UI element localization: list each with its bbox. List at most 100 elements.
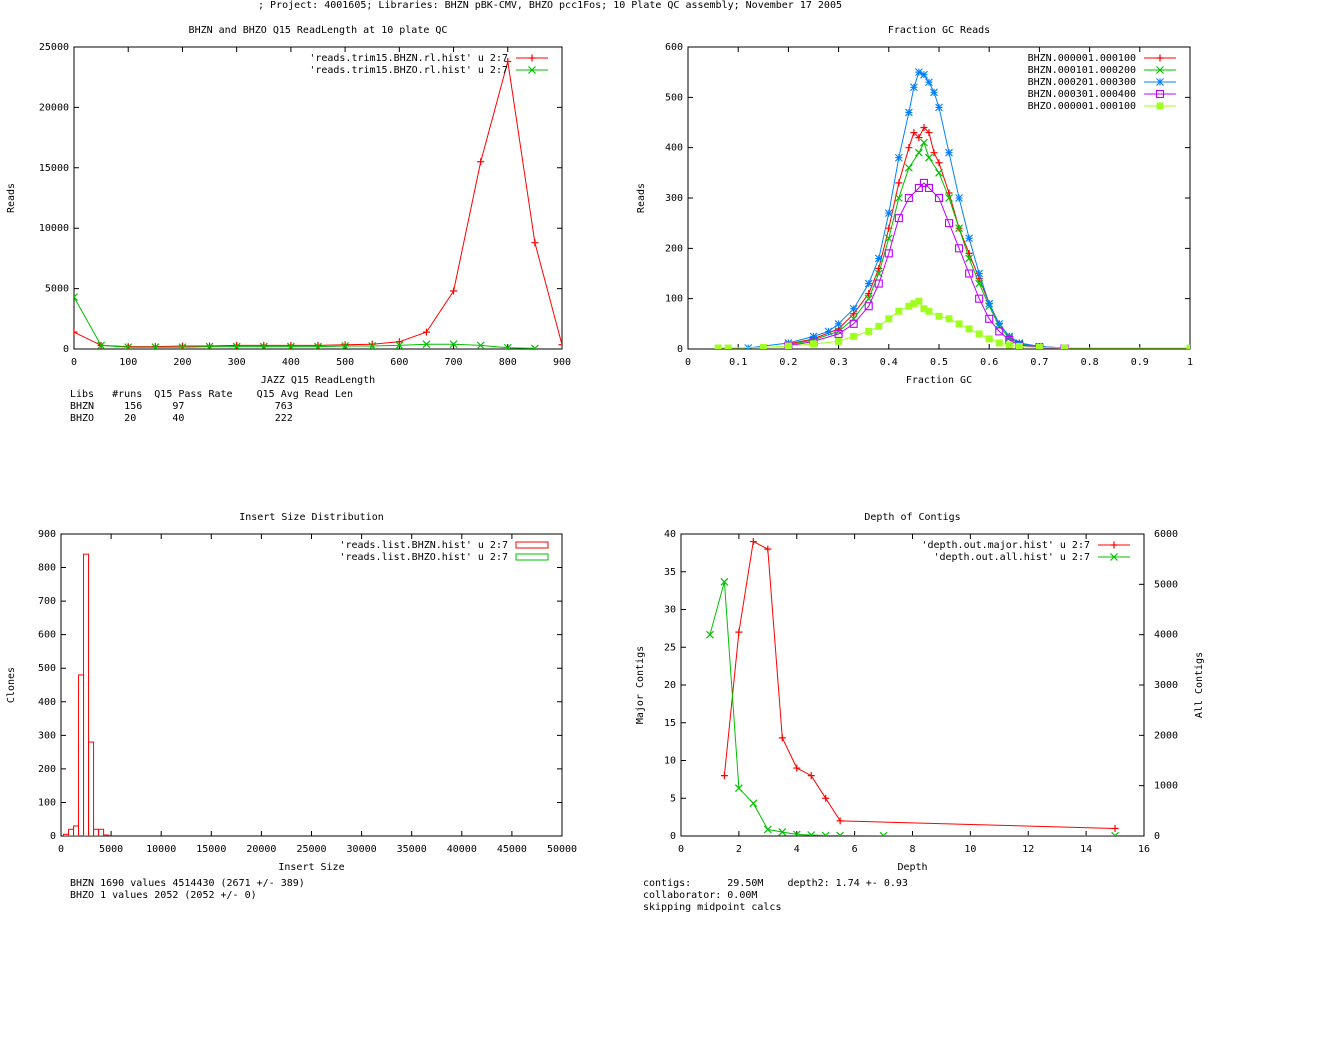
- data-point: [286, 342, 295, 349]
- x-tick-label: 2: [736, 844, 742, 855]
- y2-tick-label: 5000: [1154, 579, 1178, 590]
- x-tick-label: 0.4: [880, 357, 898, 368]
- data-point: [792, 830, 801, 836]
- legend-marker: [1110, 541, 1118, 549]
- x-tick-label: 1: [1187, 357, 1193, 368]
- histogram-bar: [83, 553, 90, 836]
- data-point: [822, 794, 830, 802]
- data-point: [233, 341, 241, 349]
- data-point: [124, 343, 133, 349]
- data-point: [885, 315, 893, 323]
- y-tick-label: 100: [665, 294, 683, 305]
- legend-marker: [1156, 66, 1164, 74]
- y2-tick-label: 6000: [1154, 529, 1178, 540]
- y-axis-label: Major Contigs: [635, 646, 646, 724]
- series-line: [709, 581, 1116, 836]
- y-tick-label: 30: [664, 605, 676, 616]
- histogram-bar: [68, 828, 75, 836]
- data-point: [835, 337, 843, 345]
- data-point: [930, 149, 938, 157]
- y-tick-label: 300: [38, 730, 56, 741]
- y-axis-label: Reads: [636, 183, 647, 213]
- legend-marker: [1110, 553, 1118, 561]
- x-tick-label: 12: [1022, 844, 1034, 855]
- data-point: [925, 153, 933, 162]
- data-point: [874, 254, 883, 263]
- x-tick-label: 20000: [246, 844, 276, 855]
- data-point: [925, 129, 933, 137]
- data-point: [74, 293, 78, 301]
- data-point: [920, 305, 928, 313]
- y-tick-label: 100: [38, 797, 56, 808]
- data-point: [836, 831, 845, 836]
- x-axis-label: Fraction GC: [906, 375, 972, 386]
- x-tick-label: 25000: [296, 844, 326, 855]
- data-point: [955, 224, 964, 233]
- data-point: [955, 244, 964, 253]
- x-tick-label: 0.7: [1030, 357, 1048, 368]
- data-point: [720, 772, 728, 780]
- data-point: [720, 577, 729, 586]
- y-tick-label: 700: [38, 596, 56, 607]
- x-tick-label: 500: [336, 357, 354, 368]
- y-tick-label: 10: [664, 756, 676, 767]
- data-point: [1186, 344, 1190, 349]
- data-point: [778, 828, 787, 836]
- data-point: [850, 332, 858, 340]
- data-point: [834, 327, 843, 336]
- data-point: [919, 178, 928, 187]
- data-point: [151, 343, 160, 349]
- legend-entry-label: BHZN.000301.000400: [1028, 89, 1136, 100]
- data-point: [749, 799, 758, 808]
- data-point: [558, 341, 562, 349]
- plot-frame: [680, 533, 1145, 837]
- data-point: [985, 335, 993, 343]
- legend-entry-label: BHZN.000001.000100: [1028, 53, 1136, 64]
- x-tick-label: 16: [1138, 844, 1150, 855]
- y-axis-label: Clones: [6, 667, 17, 703]
- series-line: [723, 540, 1116, 829]
- y2-tick-label: 4000: [1154, 630, 1178, 641]
- data-point: [807, 772, 815, 780]
- data-point: [920, 70, 928, 79]
- data-point: [1111, 824, 1119, 832]
- chart-readlength: BHZN and BHZO Q15 ReadLength at 10 plate…: [6, 25, 571, 386]
- data-point: [477, 158, 485, 166]
- x-tick-label: 800: [499, 357, 517, 368]
- data-point: [945, 148, 953, 157]
- data-point: [1005, 341, 1013, 349]
- legend-entry-label: 'reads.list.BHZO.hist' u 2:7: [339, 552, 508, 563]
- y-tick-label: 800: [38, 563, 56, 574]
- series-group: [63, 553, 110, 836]
- data-point: [875, 264, 883, 272]
- data-point: [1035, 343, 1043, 349]
- x-axis-label: Depth: [897, 862, 927, 873]
- data-point: [395, 341, 404, 349]
- data-point: [985, 314, 994, 323]
- data-point: [450, 287, 458, 295]
- data-point: [259, 342, 268, 349]
- legend-entry-label: BHZN.000201.000300: [1028, 77, 1136, 88]
- chart-title: Fraction GC Reads: [888, 25, 990, 36]
- y-tick-label: 40: [664, 529, 676, 540]
- y-tick-label: 15: [664, 718, 676, 729]
- data-point: [178, 342, 186, 349]
- data-point: [910, 83, 918, 92]
- data-point: [905, 302, 913, 310]
- y-tick-label: 500: [665, 92, 683, 103]
- y-tick-label: 200: [38, 764, 56, 775]
- data-point: [849, 319, 858, 328]
- histogram-bar: [78, 674, 85, 836]
- x-tick-label: 0.9: [1131, 357, 1149, 368]
- legend-entry-label: 'reads.list.BHZN.hist' u 2:7: [339, 540, 508, 551]
- x-tick-label: 0: [678, 844, 684, 855]
- data-point: [935, 312, 943, 320]
- data-point: [1015, 342, 1023, 349]
- series-group: [714, 68, 1190, 349]
- data-point: [530, 344, 539, 349]
- x-tick-label: 50000: [547, 844, 577, 855]
- data-point: [422, 340, 431, 349]
- data-point: [920, 138, 928, 147]
- y-tick-label: 15000: [39, 163, 69, 174]
